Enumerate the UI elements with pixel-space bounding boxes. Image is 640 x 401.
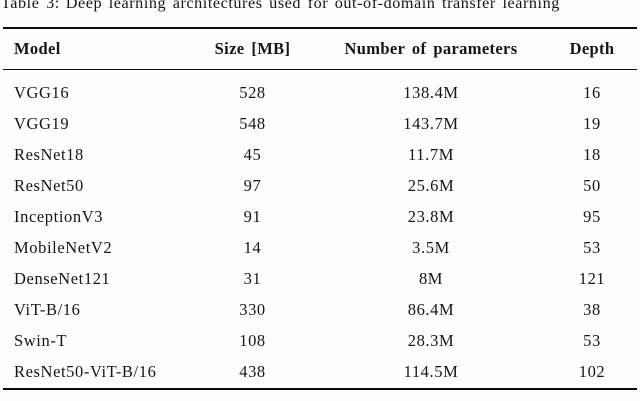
cell-size: 330 [239,300,266,319]
header-row: Model Size [MB] Number of parameters Dep… [3,28,637,69]
cell-model: Swin-T [14,331,68,350]
cell-depth: 95 [583,207,601,226]
cell-size: 91 [243,207,262,226]
cell-parameters: 25.6M [407,176,455,195]
cell-depth: 38 [583,300,601,319]
column-header-depth: Depth [569,38,615,58]
cell-model: VGG19 [14,114,70,133]
cell-size: 528 [239,83,266,102]
cell-size: 548 [239,114,266,133]
cell-depth: 102 [578,362,606,381]
table-caption-text: Deep learning architectures used for out… [65,0,560,12]
table-row: MobileNetV2 14 3.5M 53 [3,233,637,264]
cell-model: InceptionV3 [14,207,104,226]
cell-parameters: 143.7M [403,114,459,133]
cell-depth: 53 [583,238,601,257]
cell-size: 108 [239,331,266,350]
table-row: InceptionV3 91 23.8M 95 [3,202,637,233]
cell-size: 438 [239,362,266,381]
table-row: ResNet18 45 11.7M 18 [3,140,637,171]
cell-model: ViT-B/16 [14,300,81,319]
cell-depth: 18 [583,145,601,164]
column-header-parameters: Number of parameters [344,38,518,58]
cell-model: ResNet18 [14,145,84,164]
table-row: DenseNet121 31 8M 121 [3,264,637,295]
cell-depth: 16 [583,83,601,102]
cell-size: 14 [243,238,262,257]
cell-model: VGG16 [14,83,70,102]
cell-parameters: 86.4M [407,300,455,319]
architectures-table: Model Size [MB] Number of parameters Dep… [3,27,637,390]
column-header-model: Model [14,38,61,58]
table-row: Swin-T 108 28.3M 53 [3,326,637,357]
cell-parameters: 23.8M [407,207,455,226]
cell-size: 45 [243,145,262,164]
cell-model: ResNet50 [14,176,84,195]
cell-depth: 53 [583,331,601,350]
cell-parameters: 11.7M [408,145,454,164]
table-row: VGG16 528 138.4M 16 [3,69,637,109]
cell-depth: 121 [578,269,606,288]
cell-depth: 19 [583,114,601,133]
cell-parameters: 8M [418,269,444,288]
cell-parameters: 114.5M [403,362,459,381]
cell-model: ResNet50-ViT-B/16 [14,362,157,381]
table-caption-label: Table 3: [1,0,60,12]
cell-model: MobileNetV2 [14,238,113,257]
table-row: ResNet50 97 25.6M 50 [3,171,637,202]
table-caption: Table 3: Deep learning architectures used… [1,0,640,13]
table-body: VGG16 528 138.4M 16 VGG19 548 143.7M 19 … [3,69,637,389]
cell-depth: 50 [583,176,601,195]
table-row: ResNet50-ViT-B/16 438 114.5M 102 [3,357,637,389]
cell-parameters: 3.5M [412,238,450,257]
table-row: ViT-B/16 330 86.4M 38 [3,295,637,326]
cell-size: 31 [243,269,262,288]
cell-parameters: 28.3M [407,331,455,350]
cell-model: DenseNet121 [14,269,111,288]
cell-parameters: 138.4M [403,83,459,102]
column-header-size: Size [MB] [214,38,291,58]
cell-size: 97 [243,176,262,195]
table-row: VGG19 548 143.7M 19 [3,109,637,140]
table-header: Model Size [MB] Number of parameters Dep… [3,28,637,69]
